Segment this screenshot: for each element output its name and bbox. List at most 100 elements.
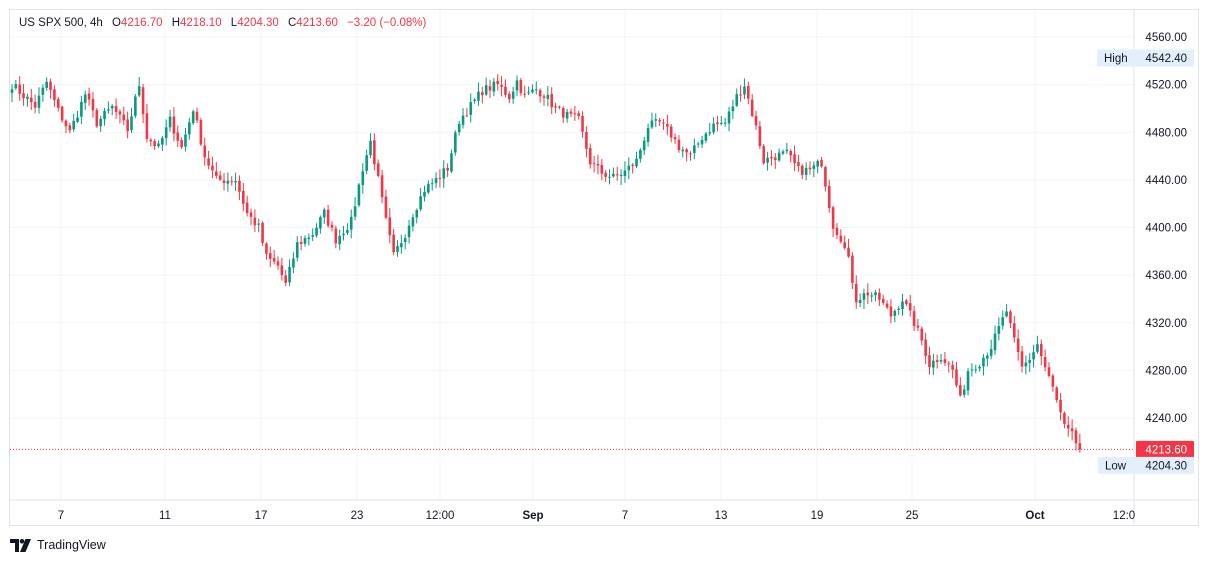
candle-body — [804, 167, 808, 175]
interval[interactable]: 4h — [89, 17, 103, 29]
candle — [388, 207, 392, 244]
candle-body — [577, 113, 580, 117]
candle — [531, 84, 534, 94]
candle-body — [238, 180, 241, 192]
candle — [415, 208, 419, 224]
candle — [824, 165, 827, 192]
candle — [481, 86, 484, 104]
candle-body — [407, 225, 411, 238]
candle — [1047, 362, 1051, 378]
candle — [588, 143, 592, 169]
candle-body — [831, 207, 835, 229]
candle-body — [284, 275, 288, 283]
candle — [446, 163, 449, 177]
candle — [793, 145, 796, 172]
candle — [365, 149, 368, 175]
candle — [997, 317, 1001, 341]
candle-body — [908, 303, 912, 311]
candle-body — [889, 306, 893, 317]
candle-body — [1047, 367, 1051, 377]
candle — [851, 252, 854, 290]
candle-body — [191, 111, 195, 124]
candle — [322, 207, 326, 224]
candle-body — [118, 111, 122, 115]
candle-body — [966, 371, 970, 391]
x-tick-label: 25 — [906, 510, 919, 522]
candle-body — [303, 237, 307, 244]
candle — [423, 185, 426, 202]
candle — [450, 149, 453, 173]
candle-body — [157, 143, 160, 147]
candle-body — [110, 105, 114, 109]
candle-body — [465, 115, 469, 117]
candle — [311, 228, 314, 242]
candle — [731, 99, 735, 120]
candle-body — [446, 167, 449, 171]
candle — [747, 81, 750, 105]
candle — [912, 305, 916, 331]
candle-body — [14, 84, 18, 89]
y-tick-label: 4480.00 — [1145, 127, 1187, 139]
candle — [777, 148, 781, 162]
close-label: C — [287, 17, 297, 29]
candle — [87, 87, 91, 106]
candle — [400, 234, 403, 254]
candle — [199, 117, 203, 147]
candle-body — [762, 146, 766, 164]
x-axis[interactable]: 7 11 17 23 12:00 Sep 7 13 19 25 Oct 12:0 — [58, 510, 1135, 522]
candle-body — [396, 246, 399, 252]
candle-body — [789, 150, 793, 156]
candle-body — [943, 359, 947, 364]
candle-body — [307, 237, 311, 239]
candle-body — [184, 134, 187, 147]
candle — [268, 246, 272, 268]
candle — [91, 91, 95, 118]
candle-body — [161, 138, 164, 145]
tradingview-logo[interactable]: TradingView — [10, 538, 106, 552]
close-value: 4213.60 — [296, 17, 338, 29]
tradingview-logo-text: TradingView — [37, 538, 106, 552]
candle-body — [1028, 359, 1032, 363]
candle-body — [978, 366, 981, 369]
candle-body — [939, 360, 943, 362]
candle-body — [49, 81, 52, 91]
candle-body — [64, 120, 68, 127]
candle-body — [195, 111, 199, 121]
candle-body — [696, 143, 700, 145]
candle — [604, 170, 607, 183]
symbol-name[interactable]: US SPX 500 — [19, 17, 84, 29]
y-axis[interactable]: 4560.00 4520.00 4480.00 4440.00 4400.00 4360.… — [1145, 32, 1187, 425]
candle-body — [168, 116, 172, 128]
candle-body — [249, 212, 253, 217]
candle — [569, 108, 573, 117]
candle — [1001, 310, 1005, 330]
candle-body — [207, 158, 210, 166]
candle-body — [83, 94, 87, 103]
candle — [103, 107, 106, 126]
x-tick-label: 23 — [351, 510, 364, 522]
candle-body — [469, 102, 473, 115]
candle — [515, 75, 519, 97]
candle-body — [519, 80, 523, 94]
candle-body — [538, 90, 542, 97]
candle — [361, 163, 365, 194]
candle-body — [546, 94, 550, 100]
candle — [315, 223, 318, 238]
candle-body — [531, 89, 534, 93]
candle — [561, 106, 565, 124]
candle-body — [477, 91, 480, 101]
candle — [465, 107, 469, 117]
candle — [565, 108, 569, 123]
candle — [928, 346, 931, 375]
candle-body — [881, 298, 885, 303]
candle — [854, 275, 858, 309]
open-label: O — [111, 17, 121, 29]
x-tick-label: 12:00 — [426, 510, 455, 522]
x-tick-label: Oct — [1025, 510, 1044, 522]
candle — [434, 172, 438, 188]
candle-body — [824, 167, 827, 187]
candle — [438, 169, 442, 188]
high-badge — [1097, 49, 1194, 67]
candle-body — [500, 84, 503, 87]
